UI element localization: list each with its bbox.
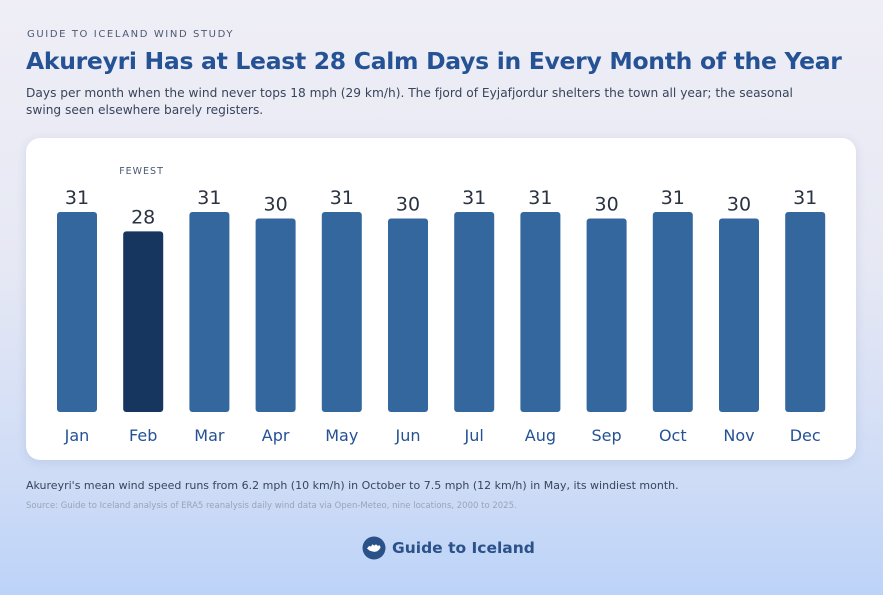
bar-jul (454, 212, 495, 412)
category-label-may: May (325, 426, 358, 445)
value-label-nov: 30 (727, 193, 751, 215)
footnote: Akureyri's mean wind speed runs from 6.2… (26, 479, 679, 492)
value-label-dec: 31 (793, 187, 817, 209)
category-label-jun: Jun (395, 426, 421, 445)
eyebrow: GUIDE TO ICELAND WIND STUDY (27, 29, 235, 40)
value-label-may: 31 (330, 187, 354, 209)
value-label-oct: 31 (661, 187, 685, 209)
category-label-dec: Dec (790, 426, 821, 445)
value-label-aug: 31 (528, 187, 552, 209)
value-label-jan: 31 (65, 187, 89, 209)
source-note: Source: Guide to Iceland analysis of ERA… (26, 501, 517, 511)
category-label-aug: Aug (525, 426, 556, 445)
value-label-sep: 30 (595, 193, 619, 215)
category-label-oct: Oct (659, 426, 687, 445)
value-label-apr: 30 (264, 193, 288, 215)
chart-card: 31 Jan 28 Feb FEWEST 31 Mar 30 Apr 31 May 30 Jun 31 Ju… (26, 138, 856, 460)
value-label-jul: 31 (462, 187, 486, 209)
category-label-jan: Jan (64, 426, 90, 445)
bar-chart: 31 Jan 28 Feb FEWEST 31 Mar 30 Apr 31 May 30 Jun 31 Ju… (57, 166, 826, 445)
brand-name: Guide to Iceland (392, 539, 535, 557)
category-label-feb: Feb (129, 426, 157, 445)
iceland-map-icon (362, 536, 386, 560)
bar-nov (719, 218, 759, 412)
bar-apr (255, 218, 296, 412)
category-label-nov: Nov (723, 426, 754, 445)
bar-jun (388, 218, 428, 412)
category-label-mar: Mar (194, 426, 225, 445)
highlight-label: FEWEST (119, 166, 164, 177)
bar-mar (189, 212, 230, 412)
category-label-jul: Jul (464, 426, 484, 445)
chart-title: Akureyri Has at Least 28 Calm Days in Ev… (26, 47, 842, 75)
value-label-feb: 28 (131, 206, 155, 228)
bar-aug (520, 212, 561, 412)
bar-may (321, 212, 362, 412)
bar-jan (57, 212, 97, 412)
chart-subtitle: Days per month when the wind never tops … (26, 86, 793, 117)
bar-dec (785, 212, 826, 412)
bar-sep (586, 218, 627, 412)
bar-oct (652, 212, 693, 412)
value-label-jun: 30 (396, 193, 420, 215)
category-label-apr: Apr (262, 426, 290, 445)
value-label-mar: 31 (197, 187, 221, 209)
brand-logo[interactable]: Guide to Iceland (362, 536, 535, 560)
category-label-sep: Sep (592, 426, 622, 445)
bar-feb (123, 231, 164, 412)
